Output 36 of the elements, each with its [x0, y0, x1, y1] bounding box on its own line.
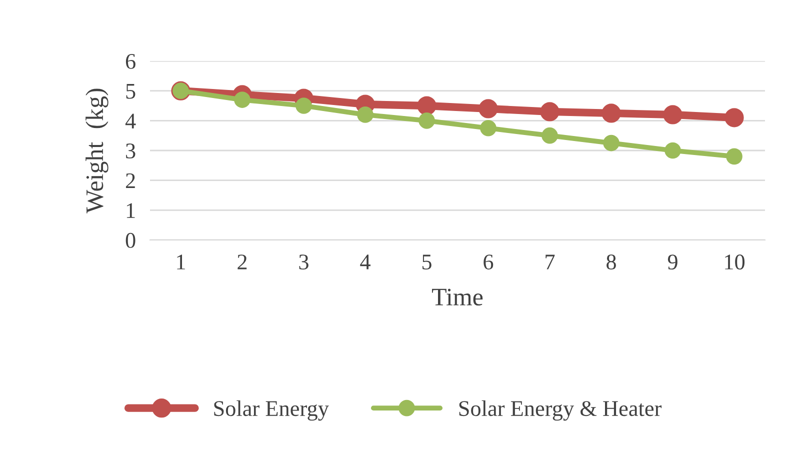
x-tick-label: 10 — [725, 254, 745, 270]
point — [478, 99, 498, 118]
y-tick-label: 1 — [126, 203, 135, 218]
point — [664, 142, 681, 159]
y-axis-title: Weight (kg) — [86, 88, 108, 214]
x-tick-label: 7 — [546, 254, 555, 270]
x-tick-label: 3 — [299, 254, 308, 270]
point — [726, 148, 742, 165]
x-tick-label: 5 — [422, 254, 432, 270]
y-tick-label: 3 — [126, 143, 136, 158]
x-tick-label: 6 — [484, 254, 494, 270]
point — [542, 127, 558, 144]
y-tick-label: 5 — [126, 84, 136, 99]
legend-label: Solar Energy — [214, 400, 329, 421]
point — [296, 98, 312, 114]
y-tick-label: 0 — [126, 232, 136, 248]
point — [418, 112, 435, 129]
point — [603, 134, 620, 152]
point — [724, 108, 744, 128]
x-tick-label: 2 — [238, 254, 247, 270]
y-tick-label: 2 — [126, 173, 135, 188]
x-tick-label: 8 — [606, 254, 616, 270]
point — [602, 104, 621, 123]
y-tick-label: 6 — [126, 54, 136, 69]
x-tick-label: 9 — [668, 254, 678, 270]
point — [417, 96, 436, 116]
legend-label: Solar Energy & Heater — [459, 400, 662, 421]
point — [663, 105, 682, 124]
x-axis-title: Time — [432, 288, 483, 306]
point — [357, 106, 374, 123]
y-tick-label: 4 — [125, 114, 136, 128]
point — [540, 102, 560, 122]
x-tick-label: 1 — [177, 254, 185, 270]
x-tick-label: 4 — [360, 254, 370, 270]
point — [234, 92, 250, 108]
point — [480, 120, 496, 136]
